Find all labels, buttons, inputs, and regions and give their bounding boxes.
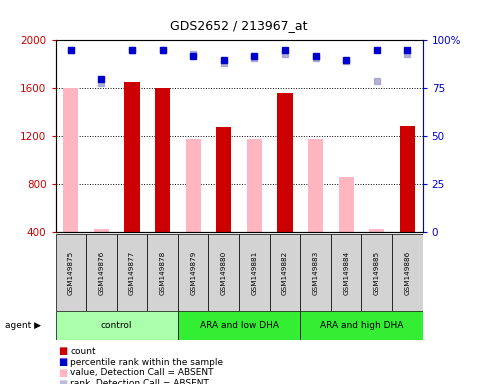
Bar: [300, 311, 423, 340]
Bar: [400, 126, 415, 232]
Bar: [56, 234, 86, 311]
Bar: [178, 311, 300, 340]
Text: GSM149879: GSM149879: [190, 250, 196, 295]
Bar: [155, 88, 170, 232]
Text: control: control: [101, 321, 132, 330]
Bar: [185, 139, 201, 232]
Text: ARA and high DHA: ARA and high DHA: [320, 321, 403, 330]
Text: GSM149876: GSM149876: [99, 250, 104, 295]
Text: ■: ■: [58, 379, 67, 384]
Text: GDS2652 / 213967_at: GDS2652 / 213967_at: [170, 19, 308, 32]
Bar: [117, 234, 147, 311]
Bar: [300, 234, 331, 311]
Text: GSM149882: GSM149882: [282, 250, 288, 295]
Bar: [277, 93, 293, 232]
Text: GSM149878: GSM149878: [159, 250, 166, 295]
Text: agent ▶: agent ▶: [5, 321, 41, 330]
Bar: [56, 311, 178, 340]
Text: ■: ■: [58, 346, 67, 356]
Bar: [308, 139, 323, 232]
Text: GSM149881: GSM149881: [251, 250, 257, 295]
Text: GSM149877: GSM149877: [129, 250, 135, 295]
Bar: [247, 139, 262, 232]
Text: rank, Detection Call = ABSENT: rank, Detection Call = ABSENT: [70, 379, 209, 384]
Bar: [63, 88, 78, 232]
Bar: [216, 127, 231, 232]
Text: percentile rank within the sample: percentile rank within the sample: [70, 358, 223, 367]
Text: ARA and low DHA: ARA and low DHA: [199, 321, 279, 330]
Bar: [392, 234, 423, 311]
Text: GSM149880: GSM149880: [221, 250, 227, 295]
Text: GSM149885: GSM149885: [374, 250, 380, 295]
Bar: [361, 234, 392, 311]
Bar: [147, 234, 178, 311]
Text: ■: ■: [58, 357, 67, 367]
Bar: [86, 234, 117, 311]
Bar: [178, 234, 209, 311]
Bar: [94, 229, 109, 232]
Bar: [125, 82, 140, 232]
Text: GSM149875: GSM149875: [68, 250, 74, 295]
Bar: [339, 177, 354, 232]
Text: ■: ■: [58, 368, 67, 378]
Text: GSM149884: GSM149884: [343, 250, 349, 295]
Bar: [331, 234, 361, 311]
Bar: [209, 234, 239, 311]
Text: GSM149886: GSM149886: [404, 250, 411, 295]
Text: count: count: [70, 347, 96, 356]
Text: value, Detection Call = ABSENT: value, Detection Call = ABSENT: [70, 368, 213, 377]
Text: GSM149883: GSM149883: [313, 250, 319, 295]
Bar: [270, 234, 300, 311]
Bar: [239, 234, 270, 311]
Bar: [369, 229, 384, 232]
